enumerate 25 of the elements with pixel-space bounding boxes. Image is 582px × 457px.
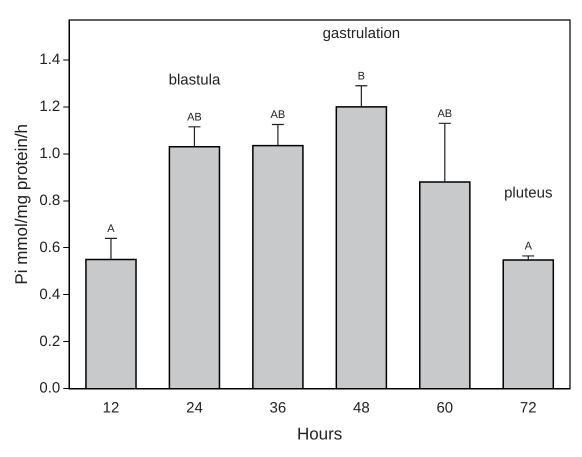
y-tick-label: 1.2 bbox=[39, 98, 60, 116]
x-tick-label: 36 bbox=[270, 400, 286, 417]
x-tick-label: 48 bbox=[353, 400, 370, 417]
annotation: A bbox=[524, 240, 533, 252]
x-tick-label: 12 bbox=[102, 400, 120, 417]
y-tick-label: 0.6 bbox=[39, 238, 60, 256]
x-tick-label: 72 bbox=[520, 400, 537, 417]
annotation: AB bbox=[270, 109, 286, 122]
annotation: A bbox=[107, 222, 116, 235]
y-tick-label: 0.4 bbox=[39, 286, 60, 303]
annotation: gastrulation bbox=[322, 24, 400, 42]
annotation: AB bbox=[187, 111, 202, 124]
annotation: blastula bbox=[168, 72, 221, 89]
x-tick-label: 60 bbox=[436, 400, 454, 417]
annotation: AB bbox=[437, 108, 452, 120]
y-tick-label: 1.0 bbox=[39, 144, 60, 162]
y-tick-label: 1.4 bbox=[39, 51, 60, 68]
y-tick-label: 0.0 bbox=[39, 380, 60, 397]
y-tick-label: 0.2 bbox=[39, 332, 60, 350]
annotation: pluteus bbox=[504, 184, 552, 202]
y-tick-label: 0.8 bbox=[39, 192, 60, 209]
x-tick-label: 24 bbox=[186, 400, 203, 417]
annotation: B bbox=[358, 70, 366, 82]
x-axis-title: Hours bbox=[296, 424, 342, 444]
y-axis-title: Pi mmol/mg protein/h bbox=[12, 124, 31, 285]
